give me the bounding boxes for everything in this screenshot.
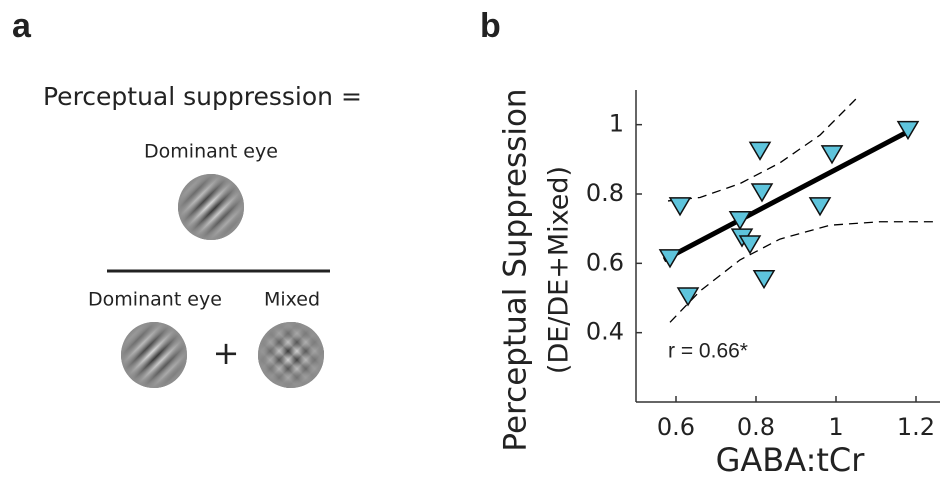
y-tick-label: 1	[609, 110, 624, 138]
y-axis-label: Perceptual Suppression	[498, 88, 534, 451]
x-tick-label: 1	[828, 413, 843, 441]
denominator-label: Mixed	[264, 289, 320, 311]
formula-title: Perceptual suppression =	[43, 82, 362, 111]
x-tick-label: 0.8	[737, 413, 775, 441]
y-tick-label: 0.4	[586, 318, 624, 346]
x-axis-label: GABA:tCr	[716, 441, 866, 479]
panel-label: b	[480, 7, 501, 45]
figure: a Perceptual suppression = Dominant eye …	[0, 0, 951, 483]
data-point	[810, 198, 830, 215]
panel-a: a Perceptual suppression = Dominant eye …	[12, 7, 362, 388]
y-axis-label: (DE/DE+Mixed)	[544, 166, 575, 374]
data-point	[660, 250, 680, 267]
numerator-label: Dominant eye	[144, 141, 278, 163]
panel-b: b GABA:tCr Perceptual Suppression (DE/DE…	[480, 7, 940, 479]
data-point	[822, 146, 842, 163]
data-point	[750, 142, 770, 159]
gabor-patch	[121, 322, 187, 388]
y-tick-label: 0.6	[586, 248, 624, 276]
denominator-label: Dominant eye	[88, 289, 222, 311]
data-point	[670, 198, 690, 215]
annotation: r = 0.66*	[668, 340, 748, 363]
fit-line	[664, 132, 908, 260]
plaid-patch	[258, 322, 324, 388]
data-point	[752, 184, 772, 201]
operator: +	[213, 334, 240, 372]
data-point	[754, 271, 774, 288]
x-tick-label: 0.6	[657, 413, 695, 441]
y-tick-label: 0.8	[586, 179, 624, 207]
x-tick-label: 1.2	[897, 413, 935, 441]
gabor-patch	[178, 174, 244, 240]
panel-label: a	[12, 7, 32, 45]
